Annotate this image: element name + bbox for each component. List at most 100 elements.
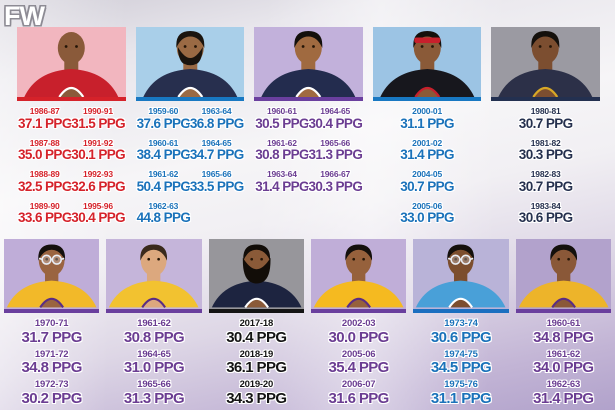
stat-entry: 1975-76 31.1 PPG: [414, 379, 507, 407]
player-card-james-harden: 2017-18 30.4 PPG 2018-19 36.1 PPG 2019-20 3…: [208, 239, 304, 410]
stat-entry: 1965-66 31.3 PPG: [107, 379, 200, 407]
player-card-elgin-baylor: 1960-61 34.8 PPG 1961-62 34.0 PPG 1962-63 3…: [515, 239, 611, 410]
stat-entry: 1971-72 34.8 PPG: [5, 349, 98, 377]
stat-entry: 1988-89 32.5 PPG: [18, 169, 72, 194]
stats-jerry-west: 1961-62 30.8 PPG 1964-65 31.0 PPG 1965-66 3…: [106, 313, 201, 410]
ppg-value: 31.7 PPG: [21, 328, 83, 346]
ppg-value: 31.3 PPG: [123, 389, 185, 407]
stats-column: 1970-71 31.7 PPG 1971-72 34.8 PPG 1972-73 3…: [5, 318, 98, 410]
ppg-value: 32.6 PPG: [71, 178, 126, 194]
player-card-michael-jordan: 1986-87 37.1 PPG 1987-88 35.0 PPG 1988-89 3…: [17, 27, 126, 233]
ppg-value: 32.5 PPG: [18, 178, 72, 194]
stat-entry: 1961-62 50.4 PPG: [136, 169, 191, 194]
ppg-value: 38.4 PPG: [136, 147, 191, 162]
stats-column: 1986-87 37.1 PPG 1987-88 35.0 PPG 1988-89 3…: [18, 106, 72, 233]
ppg-value: 31.6 PPG: [328, 389, 390, 407]
stat-entry: 2019-20 34.3 PPG: [210, 379, 303, 407]
stat-entry: 1980-81 30.7 PPG: [492, 106, 599, 131]
stat-entry: 2017-18 30.4 PPG: [210, 318, 303, 346]
player-card-kareem-abdul-jabbar: 1970-71 31.7 PPG 1971-72 34.8 PPG 1972-73 3…: [4, 239, 100, 410]
ppg-value: 30.3 PPG: [308, 178, 363, 194]
ppg-value: 30.4 PPG: [71, 210, 126, 225]
stat-entry: 2018-19 36.1 PPG: [210, 349, 303, 377]
photo-jerry-west: [106, 239, 202, 309]
kobe-bryant-portrait: [313, 244, 404, 308]
ppg-value: 30.8 PPG: [255, 147, 309, 162]
stat-entry: 2000-01 31.1 PPG: [374, 106, 481, 131]
ppg-value: 36.8 PPG: [189, 115, 244, 131]
stats-column: 1990-91 31.5 PPG 1991-92 30.1 PPG 1992-93 3…: [71, 106, 126, 233]
player-card-bob-mcadoo: 1973-74 30.6 PPG 1974-75 34.5 PPG 1975-76 3…: [413, 239, 509, 410]
stat-entry: 1961-62 34.0 PPG: [517, 349, 610, 377]
ppg-value: 30.8 PPG: [123, 328, 185, 346]
stats-column: 1973-74 30.6 PPG 1974-75 34.5 PPG 1975-76 3…: [414, 318, 507, 410]
ppg-value: 50.4 PPG: [136, 178, 191, 194]
stat-entry: 1960-61 34.8 PPG: [517, 318, 610, 346]
photo-kareem-abdul-jabbar: [4, 239, 100, 309]
photo-allen-iverson: [372, 27, 482, 97]
ppg-value: 33.0 PPG: [400, 210, 454, 225]
photo-kobe-bryant: [310, 239, 407, 309]
ppg-value: 31.1 PPG: [430, 389, 492, 407]
stat-entry: 1972-73 30.2 PPG: [5, 379, 98, 407]
kareem-abdul-jabbar-portrait: [6, 244, 97, 308]
stat-entry: 2001-02 31.4 PPG: [374, 138, 481, 163]
player-card-oscar-robertson: 1960-61 30.5 PPG 1961-62 30.8 PPG 1963-64 3…: [254, 27, 363, 233]
ppg-value: 30.6 PPG: [430, 328, 492, 346]
ppg-value: 34.7 PPG: [189, 147, 244, 162]
stat-entry: 1995-96 30.4 PPG: [71, 201, 126, 226]
photo-oscar-robertson: [254, 27, 363, 97]
stat-entry: 1986-87 37.1 PPG: [18, 106, 72, 131]
stats-column: 1964-65 30.4 PPG 1965-66 31.3 PPG 1966-67 3…: [308, 106, 363, 202]
player-card-allen-iverson: 2000-01 31.1 PPG 2001-02 31.4 PPG 2004-05 3…: [372, 27, 482, 233]
ppg-value: 35.0 PPG: [18, 147, 72, 162]
ppg-value: 34.5 PPG: [430, 359, 492, 376]
wilt-chamberlain-portrait: [142, 31, 237, 97]
ppg-value: 34.8 PPG: [533, 328, 594, 346]
stat-entry: 1963-64 31.4 PPG: [255, 169, 309, 194]
oscar-robertson-portrait: [261, 31, 356, 97]
stat-entry: 1989-90 33.6 PPG: [18, 201, 72, 226]
ppg-value: 34.8 PPG: [21, 359, 83, 376]
stat-entry: 1987-88 35.0 PPG: [18, 138, 72, 163]
stats-column: 2002-03 30.0 PPG 2005-06 35.4 PPG 2006-07 3…: [312, 318, 405, 410]
season-label: 1972-73: [34, 379, 69, 390]
photo-adrian-dantley: [491, 27, 600, 97]
ppg-value: 30.3 PPG: [518, 147, 573, 162]
photo-elgin-baylor: [515, 239, 611, 309]
stat-entry: 2005-06 35.4 PPG: [312, 349, 405, 377]
stats-column: 1980-81 30.7 PPG 1981-82 30.3 PPG 1982-83 3…: [492, 106, 599, 233]
elgin-baylor-portrait: [518, 244, 609, 308]
bottom-row: 1970-71 31.7 PPG 1971-72 34.8 PPG 1972-73 3…: [4, 239, 611, 410]
stat-entry: 2004-05 30.7 PPG: [374, 169, 481, 194]
stats-oscar-robertson: 1960-61 30.5 PPG 1961-62 30.8 PPG 1963-64 3…: [254, 101, 363, 202]
stat-entry: 1963-64 36.8 PPG: [189, 106, 244, 131]
ppg-value: 30.4 PPG: [308, 115, 363, 131]
player-card-adrian-dantley: 1980-81 30.7 PPG 1981-82 30.3 PPG 1982-83 3…: [491, 27, 600, 233]
stat-entry: 1964-65 34.7 PPG: [189, 138, 244, 163]
season-label: 2002-03: [341, 318, 376, 329]
ppg-value: 30.1 PPG: [71, 147, 126, 162]
james-harden-portrait: [211, 244, 302, 308]
ppg-value: 35.4 PPG: [328, 359, 390, 376]
season-label: 1965-66: [137, 379, 171, 390]
stats-allen-iverson: 2000-01 31.1 PPG 2001-02 31.4 PPG 2004-05 3…: [373, 101, 482, 233]
stat-entry: 2005-06 33.0 PPG: [374, 201, 481, 226]
season-label: 2006-07: [341, 379, 376, 390]
stats-bob-mcadoo: 1973-74 30.6 PPG 1974-75 34.5 PPG 1975-76 3…: [413, 313, 508, 410]
stat-entry: 1982-83 30.7 PPG: [492, 169, 599, 194]
player-card-wilt-chamberlain: 1959-60 37.6 PPG 1960-61 38.4 PPG 1961-62 5…: [135, 27, 244, 233]
stats-elgin-baylor: 1960-61 34.8 PPG 1961-62 34.0 PPG 1962-63 3…: [516, 313, 611, 410]
season-label: 2019-20: [239, 379, 274, 390]
stats-column: 1960-61 34.8 PPG 1961-62 34.0 PPG 1962-63 3…: [517, 318, 610, 410]
photo-michael-jordan: [17, 27, 126, 97]
photo-bob-mcadoo: [413, 239, 509, 309]
season-label: 1973-74: [444, 318, 478, 329]
ppg-value: 37.6 PPG: [136, 115, 191, 131]
ppg-value: 31.4 PPG: [400, 147, 454, 162]
season-label: 1970-71: [34, 318, 69, 329]
ppg-value: 30.4 PPG: [226, 328, 287, 346]
ppg-value: 30.6 PPG: [518, 210, 573, 225]
fw-logo: FW: [4, 1, 45, 31]
